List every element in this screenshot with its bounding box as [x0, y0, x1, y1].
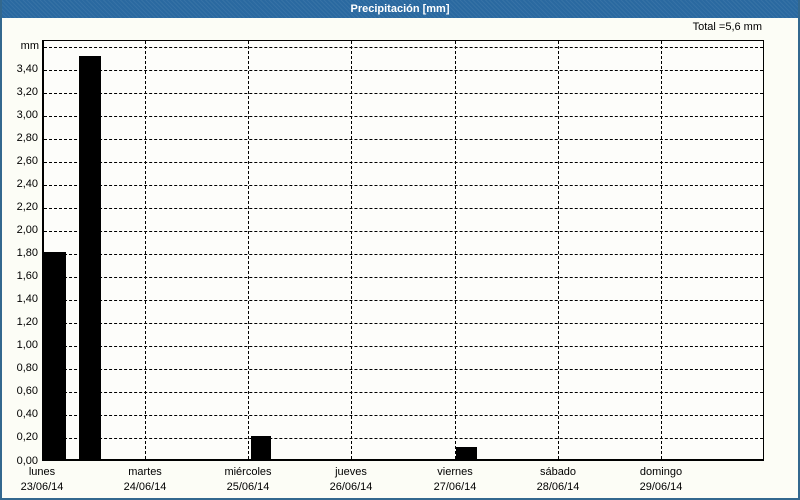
- y-tick-label: 0,60: [16, 385, 38, 397]
- day-name-label: viernes: [437, 466, 473, 478]
- vertical-gridline: [558, 41, 559, 459]
- day-date-label: 26/06/14: [329, 481, 373, 493]
- y-tick-label: 2,40: [16, 178, 38, 190]
- horizontal-gridline: [44, 208, 763, 209]
- horizontal-gridline: [44, 438, 763, 439]
- y-axis-unit-label: mm: [20, 40, 39, 52]
- horizontal-gridline: [44, 162, 763, 163]
- precipitation-bar: [456, 447, 477, 459]
- horizontal-gridline: [44, 277, 763, 278]
- horizontal-gridline: [44, 116, 763, 117]
- y-tick-label: 2,80: [16, 132, 38, 144]
- y-axis-line: [42, 40, 44, 461]
- y-tick-label: 2,00: [16, 224, 38, 236]
- horizontal-gridline: [44, 323, 763, 324]
- day-date-label: 25/06/14: [226, 481, 270, 493]
- x-axis-line: [42, 459, 764, 461]
- y-tick-label: 0,40: [16, 408, 38, 420]
- y-tick-label: 3,40: [16, 63, 38, 75]
- horizontal-gridline: [44, 415, 763, 416]
- vertical-gridline: [455, 41, 456, 459]
- day-name-label: domingo: [639, 466, 683, 478]
- day-date-label: 27/06/14: [433, 481, 477, 493]
- y-tick-label: 2,60: [16, 155, 38, 167]
- total-label: Total =5,6 mm: [692, 21, 762, 33]
- day-date-label: 28/06/14: [536, 481, 580, 493]
- day-name-label: sábado: [539, 466, 577, 478]
- chart-title-bar: Precipitación [mm]: [2, 0, 798, 18]
- vertical-gridline: [351, 41, 352, 459]
- day-name-label: lunes: [28, 466, 56, 478]
- horizontal-gridline: [44, 70, 763, 71]
- y-tick-label: 3,00: [16, 109, 38, 121]
- y-tick-label: 1,00: [16, 339, 38, 351]
- horizontal-gridline: [44, 392, 763, 393]
- horizontal-gridline: [44, 231, 763, 232]
- chart-title: Precipitación [mm]: [350, 3, 450, 15]
- plot-frame-right: [763, 40, 764, 461]
- horizontal-gridline: [44, 369, 763, 370]
- horizontal-gridline: [44, 93, 763, 94]
- horizontal-gridline: [44, 185, 763, 186]
- y-tick-label: 0,20: [16, 431, 38, 443]
- day-date-label: 24/06/14: [123, 481, 167, 493]
- precipitation-bar: [251, 436, 271, 459]
- y-tick-label: 1,40: [16, 293, 38, 305]
- y-tick-label: 2,20: [16, 201, 38, 213]
- horizontal-gridline: [44, 346, 763, 347]
- vertical-gridline: [661, 41, 662, 459]
- vertical-gridline: [145, 41, 146, 459]
- plot-area: [42, 40, 764, 461]
- y-tick-label: 1,20: [16, 316, 38, 328]
- day-name-label: jueves: [335, 466, 367, 478]
- plot-frame-top: [42, 40, 764, 41]
- y-tick-label: 0,00: [16, 455, 38, 467]
- precipitation-bar: [44, 252, 66, 459]
- day-name-label: miércoles: [224, 466, 272, 478]
- horizontal-gridline: [44, 47, 763, 48]
- day-date-label: 29/06/14: [639, 481, 683, 493]
- day-name-label: martes: [128, 466, 162, 478]
- y-tick-label: 1,80: [16, 247, 38, 259]
- y-tick-label: 3,20: [16, 86, 38, 98]
- y-tick-label: 0,80: [16, 362, 38, 374]
- horizontal-gridline: [44, 254, 763, 255]
- horizontal-gridline: [44, 139, 763, 140]
- precipitation-bar: [79, 56, 101, 459]
- vertical-gridline: [248, 41, 249, 459]
- horizontal-gridline: [44, 300, 763, 301]
- y-tick-label: 1,60: [16, 270, 38, 282]
- day-date-label: 23/06/14: [20, 481, 64, 493]
